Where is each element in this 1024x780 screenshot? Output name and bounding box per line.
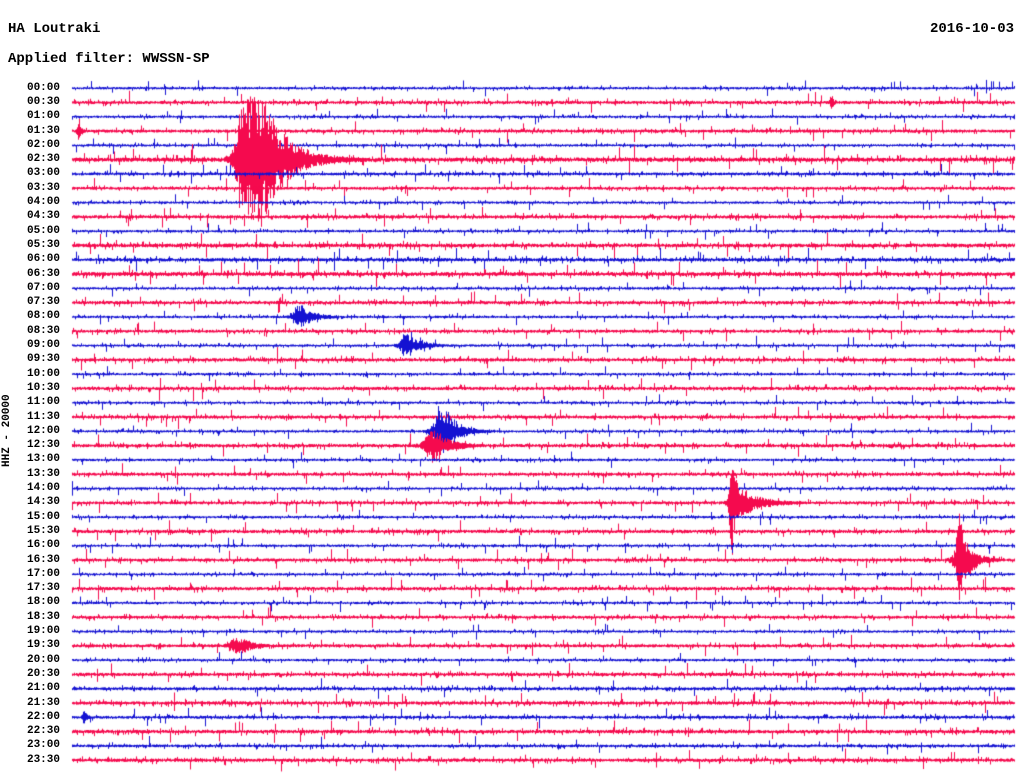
time-label: 15:00 — [26, 510, 60, 523]
time-label: 08:00 — [26, 310, 60, 323]
time-label: 04:30 — [26, 210, 60, 223]
time-label: 00:00 — [26, 81, 60, 94]
time-label: 09:30 — [26, 353, 60, 366]
time-label: 22:00 — [26, 710, 60, 723]
time-label: 01:30 — [26, 124, 60, 137]
time-label: 18:30 — [26, 610, 60, 623]
time-label: 06:30 — [26, 267, 60, 280]
time-label: 05:00 — [26, 224, 60, 237]
time-label: 11:30 — [26, 410, 60, 423]
time-label: 20:00 — [26, 653, 60, 666]
time-label: 11:00 — [26, 396, 60, 409]
time-label: 08:30 — [26, 324, 60, 337]
time-label: 05:30 — [26, 238, 60, 251]
time-label: 02:00 — [26, 138, 60, 151]
time-label: 14:30 — [26, 496, 60, 509]
time-label: 22:30 — [26, 725, 60, 738]
time-label: 18:00 — [26, 596, 60, 609]
time-label: 03:00 — [26, 167, 60, 180]
time-label: 23:30 — [26, 753, 60, 766]
time-label: 06:00 — [26, 253, 60, 266]
time-label: 13:00 — [26, 453, 60, 466]
time-label: 17:00 — [26, 567, 60, 580]
station-title: HA Loutraki — [8, 21, 101, 37]
time-label: 09:00 — [26, 339, 60, 352]
time-label: 19:30 — [26, 639, 60, 652]
time-label: 12:30 — [26, 439, 60, 452]
time-label: 21:00 — [26, 682, 60, 695]
time-label: 01:00 — [26, 110, 60, 123]
time-label: 14:00 — [26, 482, 60, 495]
time-label: 10:00 — [26, 367, 60, 380]
plot-date: 2016-10-03 — [929, 21, 1014, 37]
time-label: 21:30 — [26, 696, 60, 709]
time-label: 07:00 — [26, 281, 60, 294]
time-label: 10:30 — [26, 381, 60, 394]
time-label: 16:00 — [26, 539, 60, 552]
time-label: 02:30 — [26, 153, 60, 166]
time-label: 15:30 — [26, 524, 60, 537]
time-label: 03:30 — [26, 181, 60, 194]
time-label: 19:00 — [26, 625, 60, 638]
time-label: 04:00 — [26, 196, 60, 209]
time-label: 12:00 — [26, 424, 60, 437]
time-label: 00:30 — [26, 95, 60, 108]
time-label: 07:30 — [26, 296, 60, 309]
time-label: 16:30 — [26, 553, 60, 566]
time-label: 13:30 — [26, 467, 60, 480]
time-label: 17:30 — [26, 582, 60, 595]
time-label: 23:00 — [26, 739, 60, 752]
applied-filter-label: Applied filter: WWSSN-SP — [8, 51, 210, 67]
time-label: 20:30 — [26, 667, 60, 680]
